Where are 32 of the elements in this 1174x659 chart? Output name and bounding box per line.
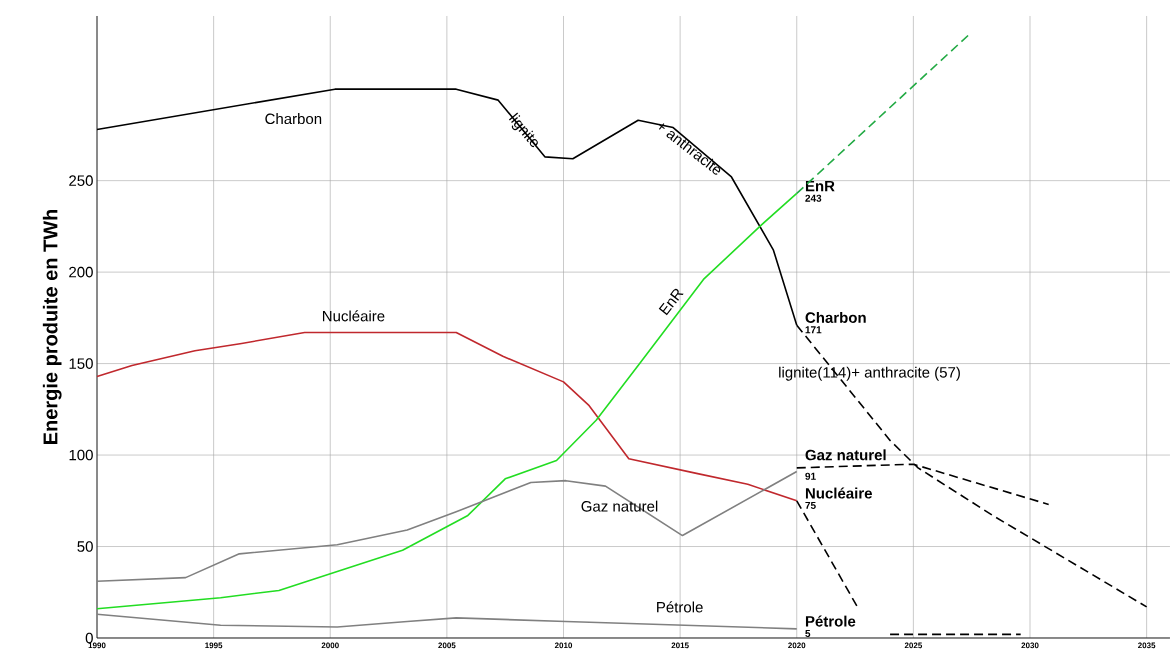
data-label: 5 — [805, 630, 811, 638]
annotation: Nucléaire — [322, 310, 385, 322]
y-tick-label: 0 — [85, 632, 93, 644]
annotation: lignite(114)+ anthracite (57) — [779, 366, 960, 381]
x-tick-label: 2000 — [321, 642, 339, 649]
y-tick-label: 50 — [77, 541, 93, 552]
y-tick-label: 100 — [69, 449, 93, 461]
y-tick-label: 200 — [69, 266, 93, 278]
series-label: Gaz naturel — [805, 449, 886, 461]
y-tick-label: 150 — [69, 358, 93, 369]
series-label: Charbon — [805, 311, 866, 323]
x-tick-label: 2035 — [1138, 642, 1156, 649]
data-label: 171 — [805, 326, 822, 334]
x-tick-label: 2025 — [904, 642, 923, 649]
x-tick-label: 2015 — [671, 642, 689, 649]
annotation: Charbon — [265, 113, 322, 125]
series-label: EnR — [805, 180, 835, 192]
data-label: 75 — [805, 501, 816, 509]
x-tick-label: 2030 — [1021, 642, 1039, 649]
y-tick-label: 250 — [69, 175, 93, 186]
annotation: Pétrole — [657, 601, 703, 613]
x-tick-label: 1995 — [205, 642, 223, 649]
annotation: Gaz naturel — [581, 500, 658, 512]
data-label: 243 — [805, 194, 822, 202]
x-tick-label: 2010 — [554, 642, 573, 649]
x-tick-label: 1990 — [88, 642, 106, 649]
series-label: Pétrole — [805, 615, 856, 627]
data-label: 91 — [805, 472, 816, 480]
series-label: Nucléaire — [805, 487, 872, 499]
x-tick-label: 2020 — [788, 642, 806, 649]
x-tick-label: 2005 — [438, 642, 456, 649]
y-axis-title: Energie produite en TWh — [42, 209, 62, 444]
